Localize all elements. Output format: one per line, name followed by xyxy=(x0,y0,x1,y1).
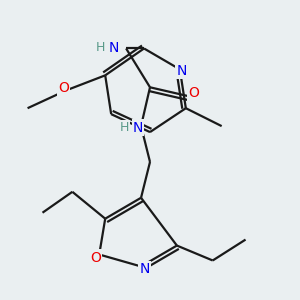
Text: O: O xyxy=(58,81,69,95)
Text: H: H xyxy=(96,41,105,54)
Text: O: O xyxy=(188,86,199,100)
Text: N: N xyxy=(140,262,150,276)
Text: H: H xyxy=(120,121,129,134)
Text: N: N xyxy=(133,121,143,135)
Text: N: N xyxy=(176,64,187,78)
Text: O: O xyxy=(90,250,101,265)
Text: N: N xyxy=(109,41,119,55)
